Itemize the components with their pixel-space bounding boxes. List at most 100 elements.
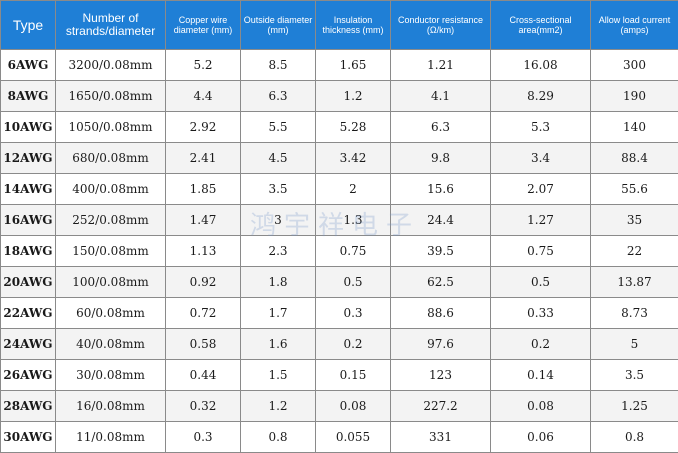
cell-allow-load-current: 55.6 [591,174,678,205]
cell-strands: 60/0.08mm [56,298,166,329]
cell-copper-diameter: 5.2 [166,50,241,81]
cell-copper-diameter: 1.13 [166,236,241,267]
cell-allow-load-current: 88.4 [591,143,678,174]
cell-conductor-resistance: 39.5 [391,236,491,267]
cell-conductor-resistance: 97.6 [391,329,491,360]
cell-type: 22AWG [1,298,56,329]
cell-insulation-thickness: 0.15 [316,360,391,391]
cell-outside-diameter: 6.3 [241,81,316,112]
cell-strands: 400/0.08mm [56,174,166,205]
cell-insulation-thickness: 1.2 [316,81,391,112]
cell-allow-load-current: 22 [591,236,678,267]
cell-allow-load-current: 8.73 [591,298,678,329]
cell-strands: 1650/0.08mm [56,81,166,112]
cell-copper-diameter: 0.92 [166,267,241,298]
cell-outside-diameter: 4.5 [241,143,316,174]
cell-cross-sectional-area: 0.06 [491,422,591,453]
cell-type: 14AWG [1,174,56,205]
cell-cross-sectional-area: 5.3 [491,112,591,143]
cell-strands: 3200/0.08mm [56,50,166,81]
cell-cross-sectional-area: 16.08 [491,50,591,81]
cell-outside-diameter: 3.5 [241,174,316,205]
cell-conductor-resistance: 4.1 [391,81,491,112]
header-outside-diameter: Outside diameter (mm) [241,1,316,50]
cell-copper-diameter: 2.41 [166,143,241,174]
cell-insulation-thickness: 0.055 [316,422,391,453]
cell-type: 26AWG [1,360,56,391]
header-allow-load-current: Allow load current (amps) [591,1,678,50]
cell-strands: 11/0.08mm [56,422,166,453]
cell-strands: 150/0.08mm [56,236,166,267]
cell-allow-load-current: 140 [591,112,678,143]
cell-cross-sectional-area: 2.07 [491,174,591,205]
cell-insulation-thickness: 0.75 [316,236,391,267]
cell-outside-diameter: 1.2 [241,391,316,422]
cell-outside-diameter: 1.5 [241,360,316,391]
cell-type: 10AWG [1,112,56,143]
header-type: Type [1,1,56,50]
cell-insulation-thickness: 0.3 [316,298,391,329]
cell-strands: 30/0.08mm [56,360,166,391]
header-strands: Number of strands/diameter [56,1,166,50]
cell-allow-load-current: 35 [591,205,678,236]
cell-conductor-resistance: 24.4 [391,205,491,236]
cell-strands: 40/0.08mm [56,329,166,360]
cell-cross-sectional-area: 0.08 [491,391,591,422]
cell-insulation-thickness: 0.5 [316,267,391,298]
cell-insulation-thickness: 0.08 [316,391,391,422]
cell-strands: 100/0.08mm [56,267,166,298]
cell-strands: 16/0.08mm [56,391,166,422]
cell-type: 30AWG [1,422,56,453]
cell-conductor-resistance: 15.6 [391,174,491,205]
cell-strands: 680/0.08mm [56,143,166,174]
cell-insulation-thickness: 2 [316,174,391,205]
cell-copper-diameter: 1.85 [166,174,241,205]
cell-conductor-resistance: 227.2 [391,391,491,422]
cell-type: 18AWG [1,236,56,267]
header-row: Type Number of strands/diameter Copper w… [1,1,678,50]
cell-conductor-resistance: 88.6 [391,298,491,329]
cell-cross-sectional-area: 0.5 [491,267,591,298]
cell-copper-diameter: 1.47 [166,205,241,236]
cell-type: 8AWG [1,81,56,112]
cell-allow-load-current: 13.87 [591,267,678,298]
cell-allow-load-current: 190 [591,81,678,112]
cell-cross-sectional-area: 3.4 [491,143,591,174]
cell-outside-diameter: 3 [241,205,316,236]
cell-copper-diameter: 0.58 [166,329,241,360]
cell-outside-diameter: 1.8 [241,267,316,298]
cell-copper-diameter: 0.44 [166,360,241,391]
cell-insulation-thickness: 5.28 [316,112,391,143]
header-insulation-thickness: Insulation thickness (mm) [316,1,391,50]
cell-copper-diameter: 2.92 [166,112,241,143]
cell-cross-sectional-area: 0.75 [491,236,591,267]
header-cross-sectional-area: Cross-sectional area(mm2) [491,1,591,50]
cell-allow-load-current: 1.25 [591,391,678,422]
cell-conductor-resistance: 123 [391,360,491,391]
cell-outside-diameter: 5.5 [241,112,316,143]
cell-outside-diameter: 1.6 [241,329,316,360]
cell-cross-sectional-area: 0.2 [491,329,591,360]
cell-strands: 252/0.08mm [56,205,166,236]
cell-type: 24AWG [1,329,56,360]
cell-copper-diameter: 0.72 [166,298,241,329]
cell-cross-sectional-area: 0.33 [491,298,591,329]
cell-outside-diameter: 0.8 [241,422,316,453]
cell-cross-sectional-area: 8.29 [491,81,591,112]
cell-cross-sectional-area: 0.14 [491,360,591,391]
cell-copper-diameter: 4.4 [166,81,241,112]
cell-insulation-thickness: 1.65 [316,50,391,81]
cell-allow-load-current: 3.5 [591,360,678,391]
